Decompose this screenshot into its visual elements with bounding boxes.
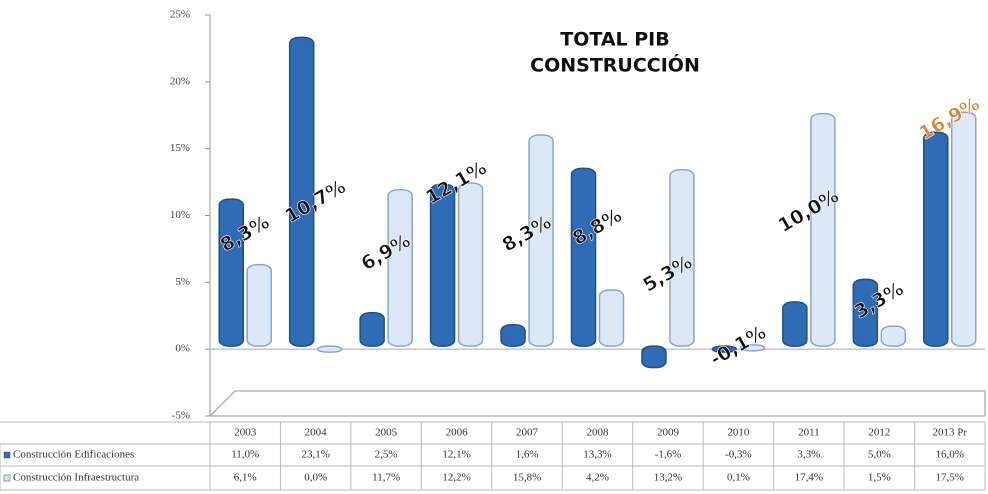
bar xyxy=(641,345,667,369)
x-tick-label: 2004 xyxy=(305,427,328,439)
y-tick-label: -5% xyxy=(172,410,190,422)
x-tick-label: 2009 xyxy=(657,427,680,439)
chart-title: CONSTRUCCIÓN xyxy=(530,53,700,77)
table-cell: 0,0% xyxy=(304,472,327,484)
chart-title: TOTAL PIB xyxy=(560,29,670,51)
table-cell: 12,1% xyxy=(442,449,470,461)
bar xyxy=(739,344,766,352)
table-cell: 0,1% xyxy=(727,472,750,484)
y-tick-label: 10% xyxy=(170,209,190,221)
bar xyxy=(711,345,738,353)
x-tick-label: 2012 xyxy=(868,427,890,439)
x-tick-label: 2008 xyxy=(587,427,610,439)
x-tick-label: 2005 xyxy=(375,427,398,439)
bar xyxy=(288,36,315,347)
bar xyxy=(669,168,695,347)
legend-label: Construcción Infraestructura xyxy=(13,472,139,484)
bar xyxy=(500,324,526,347)
y-tick-label: 20% xyxy=(170,75,190,87)
table-cell: 1,6% xyxy=(516,449,539,461)
bar xyxy=(528,134,554,347)
bar xyxy=(880,325,907,347)
bar xyxy=(570,167,597,347)
bar xyxy=(359,312,385,347)
y-tick-label: 5% xyxy=(175,276,190,288)
x-tick-label: 2006 xyxy=(446,427,469,439)
bar xyxy=(951,111,977,347)
table-cell: 16,0% xyxy=(936,449,964,461)
y-tick-label: 0% xyxy=(175,343,190,355)
table-cell: 3,3% xyxy=(797,449,820,461)
x-tick-label: 2013 Pr xyxy=(933,427,968,439)
bar xyxy=(316,345,343,353)
bar xyxy=(810,112,836,347)
y-tick-label: 25% xyxy=(170,9,190,21)
bar xyxy=(429,183,456,347)
table-cell: 4,2% xyxy=(586,472,609,484)
table-cell: 6,1% xyxy=(234,472,257,484)
table-cell: 23,1% xyxy=(301,449,329,461)
table-cell: 12,2% xyxy=(442,472,470,484)
table-cell: 1,5% xyxy=(868,472,891,484)
bar xyxy=(387,189,413,347)
bar xyxy=(782,301,808,347)
x-tick-label: 2010 xyxy=(727,427,750,439)
floor xyxy=(208,390,986,417)
table-cell: -1,6% xyxy=(655,449,682,461)
table-cell: 15,8% xyxy=(513,472,541,484)
legend-swatch xyxy=(3,451,11,459)
legend-label: Construcción Edificaciones xyxy=(13,449,134,461)
table-cell: 5,0% xyxy=(868,449,891,461)
y-tick-label: 15% xyxy=(170,142,190,154)
table-cell: 11,0% xyxy=(231,449,259,461)
table-cell: 13,3% xyxy=(583,449,611,461)
table-cell: -0,3% xyxy=(725,449,752,461)
bar xyxy=(218,198,244,347)
table-cell: 13,2% xyxy=(654,472,682,484)
legend-swatch xyxy=(3,474,11,482)
x-tick-label: 2003 xyxy=(234,427,257,439)
bar xyxy=(598,289,625,347)
bar xyxy=(852,278,879,347)
table-cell: 11,7% xyxy=(372,472,400,484)
table-cell: 17,4% xyxy=(795,472,823,484)
x-tick-label: 2007 xyxy=(516,427,539,439)
table-cell: 17,5% xyxy=(936,472,964,484)
bar xyxy=(923,131,949,347)
bar xyxy=(457,182,484,347)
x-tick-label: 2011 xyxy=(798,427,820,439)
table-cell: 2,5% xyxy=(375,449,398,461)
bar xyxy=(246,263,272,347)
